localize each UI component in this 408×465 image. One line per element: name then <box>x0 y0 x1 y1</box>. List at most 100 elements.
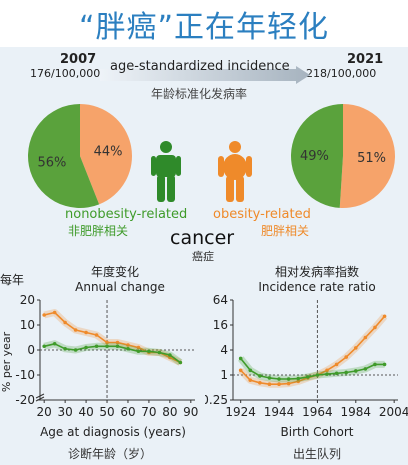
data-point <box>73 328 78 332</box>
data-point <box>105 344 109 349</box>
x-tick-label: 20 <box>37 405 52 419</box>
arrow-label-zh: 年龄标准化发病率 <box>151 87 248 101</box>
data-point <box>168 353 172 357</box>
y-tick-label: 0.25 <box>205 393 228 407</box>
nonobesity-label-en: nonobesity-related <box>65 207 188 222</box>
data-point <box>94 344 99 349</box>
data-point <box>42 313 46 317</box>
x-axis-label: Age at diagnosis (years) <box>40 425 186 439</box>
data-point <box>334 362 339 367</box>
x-tick-label: 2004 <box>379 405 408 419</box>
x-tick-label: 40 <box>78 405 93 419</box>
data-point <box>382 362 387 367</box>
right-rate: 218/100,000 <box>306 67 377 80</box>
y-tick-label: 64 <box>213 293 228 307</box>
x-tick-label: 80 <box>162 405 177 419</box>
x-tick-label: 70 <box>141 405 156 419</box>
data-point <box>147 349 151 354</box>
data-point <box>277 377 281 381</box>
annual-change-title-en: Annual change <box>75 280 165 294</box>
data-point <box>238 356 243 361</box>
data-point <box>258 380 262 385</box>
cancer-label-en: cancer <box>170 227 235 249</box>
data-point <box>84 345 88 350</box>
data-point <box>178 360 183 365</box>
x-tick-label: 30 <box>57 405 72 419</box>
left-year: 2007 <box>60 52 97 67</box>
cancer-label-zh: 癌症 <box>192 250 214 263</box>
y-tick-label: -20 <box>15 393 35 407</box>
data-point <box>73 348 78 352</box>
data-point <box>286 377 291 381</box>
data-point <box>296 379 301 384</box>
x-tick-label: 60 <box>120 405 135 419</box>
x-tick-label: 1964 <box>302 405 333 419</box>
green-person-icon <box>151 141 181 202</box>
axis-break-icon <box>35 393 45 402</box>
pie-2021-obesity-slice <box>339 104 395 208</box>
series-line <box>240 357 385 380</box>
x-axis-label-zh: 诊断年龄（岁） <box>68 446 152 461</box>
x-tick-label: 1944 <box>264 405 295 419</box>
data-point <box>52 310 57 315</box>
pie-2021-nonobesity-label: 49% <box>300 149 329 164</box>
data-point <box>286 381 291 386</box>
data-point <box>373 362 377 367</box>
data-point <box>267 376 272 380</box>
data-point <box>325 372 329 376</box>
pie-2007-nonobesity-label: 56% <box>37 155 66 170</box>
x-tick-label: 1984 <box>341 405 372 419</box>
data-point <box>63 320 67 325</box>
y-tick-label: 4 <box>220 343 228 357</box>
data-point <box>315 373 320 377</box>
incidence-ratio-title-zh: 相对发病率指数 <box>275 264 359 279</box>
data-point <box>115 344 120 349</box>
y-tick-label: 1 <box>220 368 228 382</box>
data-point <box>344 370 348 375</box>
data-point <box>248 368 253 373</box>
pie-2007-obesity-label: 44% <box>94 145 123 160</box>
trend-arrow-icon <box>100 66 310 84</box>
data-point <box>84 330 88 335</box>
data-point <box>325 368 329 373</box>
pie-2021-nonobesity-slice <box>290 104 343 208</box>
orange-person-icon <box>218 141 252 202</box>
incidence-ratio-title-en: Incidence rate ratio <box>258 280 375 294</box>
incidence-ratio-chart: 相对发病率指数 Incidence rate ratio Birth Cohor… <box>205 264 408 461</box>
x-tick-label: 90 <box>183 405 198 419</box>
data-point <box>115 340 120 345</box>
nonobesity-label-zh: 非肥胖相关 <box>68 224 129 238</box>
data-point <box>277 382 281 387</box>
data-point <box>42 344 46 349</box>
y-tick-label: 16 <box>213 318 228 332</box>
data-point <box>334 371 339 376</box>
page-title: “胖癌”正在年轻化 <box>78 10 330 45</box>
data-point <box>105 340 109 345</box>
x-axis-label: Birth Cohort <box>281 425 354 439</box>
pie-chart-2021: 51% 49% <box>290 104 395 208</box>
data-point <box>363 367 368 371</box>
data-point <box>94 333 99 337</box>
data-point <box>157 350 162 355</box>
y-axis-label-zh: 每年 <box>0 272 24 287</box>
y-tick-label: 0 <box>27 343 35 357</box>
data-point <box>238 368 243 373</box>
obesity-label-zh: 肥胖相关 <box>261 224 310 238</box>
pie-chart-2007: 44% 56% <box>28 104 132 208</box>
data-point <box>363 335 368 340</box>
right-year: 2021 <box>347 52 384 67</box>
data-point <box>353 369 358 373</box>
data-point <box>258 374 262 378</box>
data-point <box>126 343 130 347</box>
data-point <box>306 375 310 379</box>
y-tick-label: -10 <box>15 368 35 382</box>
data-point <box>373 325 377 330</box>
pie-2021-obesity-label: 51% <box>357 151 386 166</box>
y-axis-label: % per year <box>0 331 13 392</box>
annual-change-title-zh: 年度变化 <box>91 264 139 279</box>
data-point <box>126 346 130 351</box>
x-tick-label: 50 <box>99 405 114 419</box>
data-point <box>63 346 67 351</box>
x-axis-label-zh: 出生队列 <box>293 446 341 461</box>
data-point <box>296 376 301 381</box>
